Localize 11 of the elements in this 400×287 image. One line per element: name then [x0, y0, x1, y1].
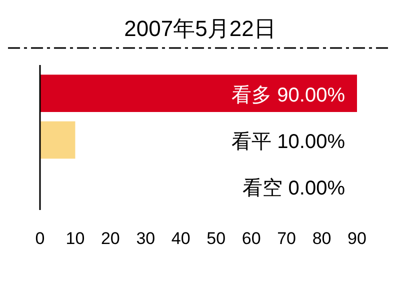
x-tick-label: 50: [206, 229, 226, 248]
x-tick-label: 80: [312, 229, 332, 248]
x-tick-label: 10: [66, 229, 85, 248]
x-tick-label: 90: [348, 229, 366, 248]
x-tick-label: 40: [171, 229, 190, 248]
title: 2007年5月22日: [124, 16, 276, 41]
x-tick-label: 0: [35, 229, 45, 248]
x-tick-label: 30: [136, 229, 156, 248]
x-tick-label: 20: [100, 229, 120, 248]
x-tick-label: 60: [242, 229, 261, 248]
x-tick-label: 70: [277, 229, 296, 248]
